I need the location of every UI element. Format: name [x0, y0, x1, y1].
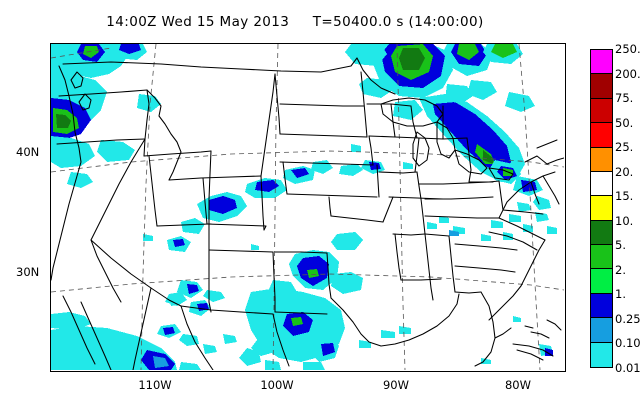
- precipitation-field: [51, 44, 557, 370]
- colorbar-tick-labels: 250. 200. 75. 50. 25. 20. 15. 10. 5. 2. 1. 0.25 0.10…: [615, 42, 640, 375]
- latlon-graticule: [51, 44, 564, 370]
- colorbar-tick-9: 2.: [615, 262, 626, 277]
- precip-south-texas: [239, 288, 345, 370]
- colorbar-band-5: [591, 172, 612, 197]
- colorbar-band-3: [591, 123, 612, 148]
- colorbar-tick-1: 200.: [615, 66, 640, 81]
- x-tick-80w: 80W: [504, 378, 532, 392]
- colorbar-band-10: [591, 293, 612, 319]
- x-tick-90w: 90W: [382, 378, 410, 392]
- y-tick-40n: 40N: [16, 145, 40, 159]
- colorbar-tick-13: 0.01: [615, 361, 640, 375]
- colorbar-band-7: [591, 220, 612, 245]
- map-canvas: [51, 44, 564, 370]
- colorbar-tick-11: 0.25: [615, 311, 640, 326]
- colorbar-tick-12: 0.10: [615, 336, 640, 351]
- colorbar-band-0: [591, 50, 612, 75]
- x-tick-110w: 110W: [138, 378, 172, 392]
- colorbar-tick-4: 25.: [615, 140, 634, 155]
- colorbar: [590, 49, 613, 368]
- colorbar-band-11: [591, 318, 612, 343]
- colorbar-tick-5: 20.: [615, 164, 634, 179]
- precip-new-mexico: [157, 292, 237, 354]
- map-plot-area: [50, 43, 566, 372]
- colorbar-band-4: [591, 147, 612, 172]
- colorbar-band-12: [591, 342, 612, 367]
- x-tick-100w: 100W: [260, 378, 294, 392]
- colorbar-tick-7: 10.: [615, 213, 634, 228]
- colorbar-tick-10: 1.: [615, 287, 626, 302]
- colorbar-tick-3: 50.: [615, 115, 634, 130]
- colorbar-band-6: [591, 196, 612, 221]
- y-tick-30n: 30N: [16, 265, 40, 279]
- map-clip: [51, 44, 565, 371]
- colorbar-tick-0: 250.: [615, 42, 640, 56]
- political-boundaries: [51, 57, 564, 370]
- precip-northeast-band: [393, 80, 551, 210]
- precip-pacific-northwest: [51, 44, 161, 188]
- colorbar-tick-8: 5.: [615, 238, 626, 253]
- colorbar-band-9: [591, 269, 612, 294]
- colorbar-band-2: [591, 98, 612, 124]
- colorbar-tick-2: 75.: [615, 91, 634, 106]
- colorbar-band-1: [591, 74, 612, 99]
- colorbar-tick-6: 15.: [615, 189, 634, 204]
- figure-title: 14:00Z Wed 15 May 2013 T=50400.0 s (14:0…: [106, 14, 484, 30]
- precip-scattered-cells: [143, 144, 553, 364]
- colorbar-band-8: [591, 245, 612, 270]
